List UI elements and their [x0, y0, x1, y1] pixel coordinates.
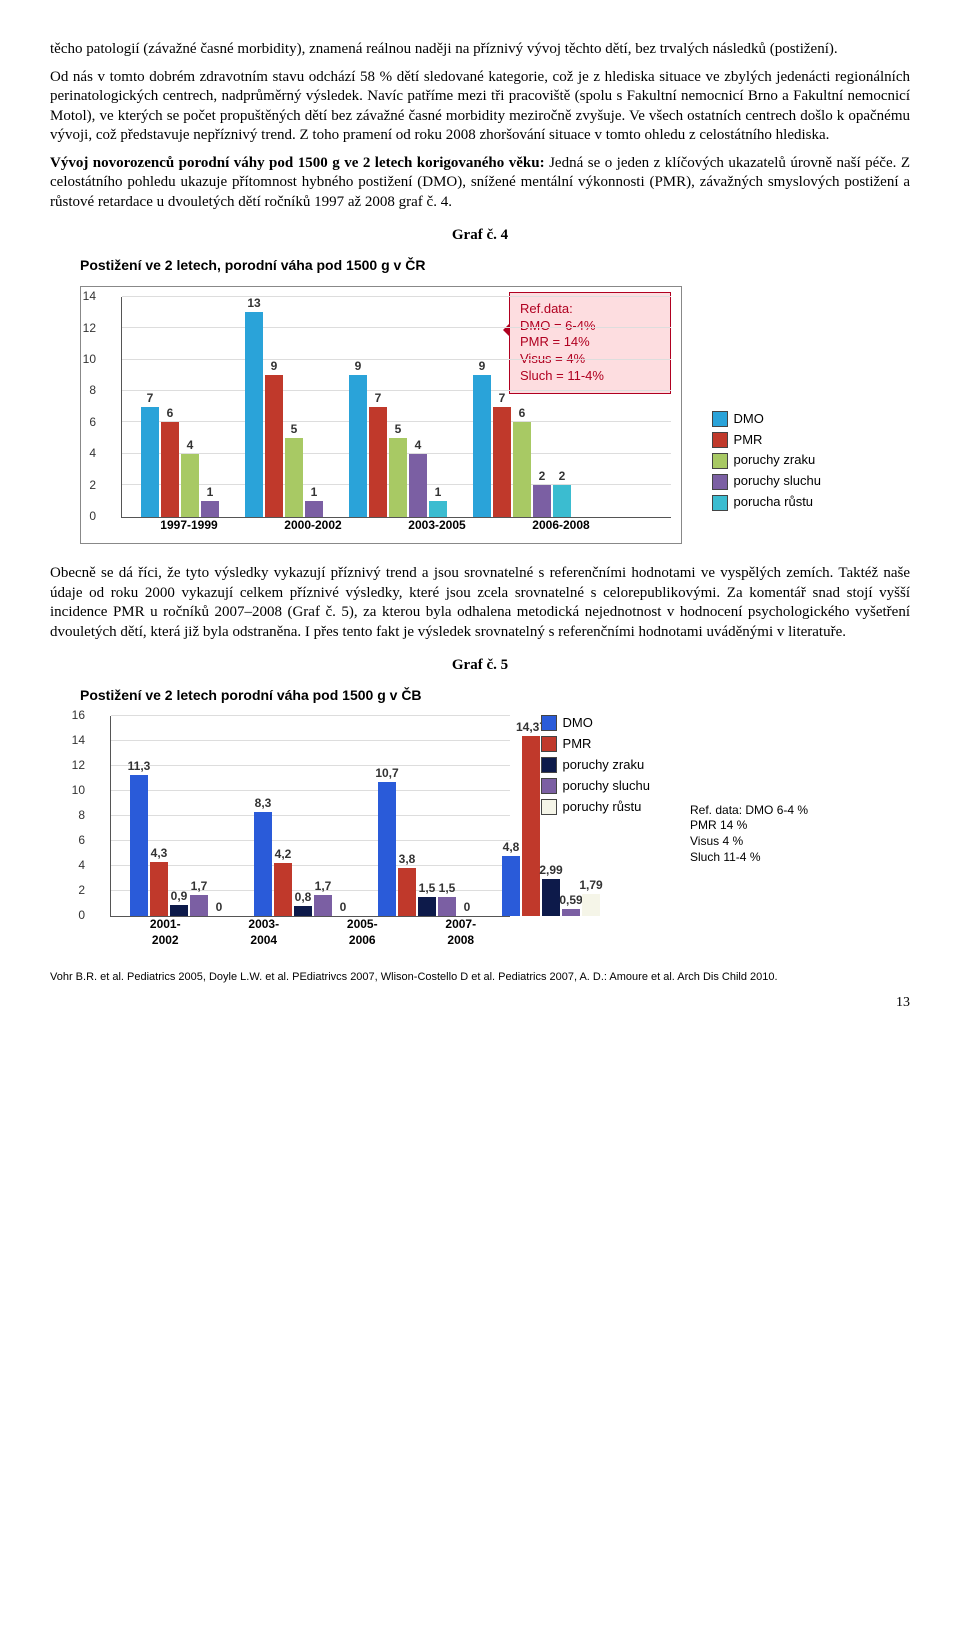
footer-citation: Vohr B.R. et al. Pediatrics 2005, Doyle … — [50, 970, 910, 984]
chart-5: 024681012141611,34,30,91,708,34,20,81,70… — [80, 716, 510, 948]
side-ref: Ref. data: DMO 6-4 % PMR 14 % Visus 4 % … — [690, 803, 808, 865]
graf5-title: Graf č. 5 — [50, 656, 910, 676]
graf5-subtitle: Postižení ve 2 letech porodní váha pod 1… — [80, 686, 910, 704]
para-2: Od nás v tomto dobrém zdravotním stavu o… — [50, 68, 910, 146]
page-number: 13 — [50, 994, 910, 1012]
graf4-subtitle: Postižení ve 2 letech, porodní váha pod … — [80, 256, 910, 274]
graf4-title: Graf č. 4 — [50, 226, 910, 246]
chart-4: Ref.data: DMO = 6-4% PMR = 14% Visus = 4… — [80, 286, 910, 545]
para-4: Obecně se dá říci, že tyto výsledky vyka… — [50, 564, 910, 642]
para-1: těcho patologií (závažné časné morbidity… — [50, 40, 910, 60]
heading-1: Vývoj novorozenců porodní váhy pod 1500 … — [50, 154, 910, 213]
